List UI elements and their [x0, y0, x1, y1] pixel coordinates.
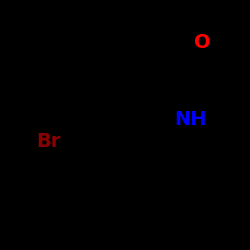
- Text: Br: Br: [36, 132, 60, 151]
- Text: NH: NH: [175, 110, 207, 129]
- Text: O: O: [194, 33, 210, 52]
